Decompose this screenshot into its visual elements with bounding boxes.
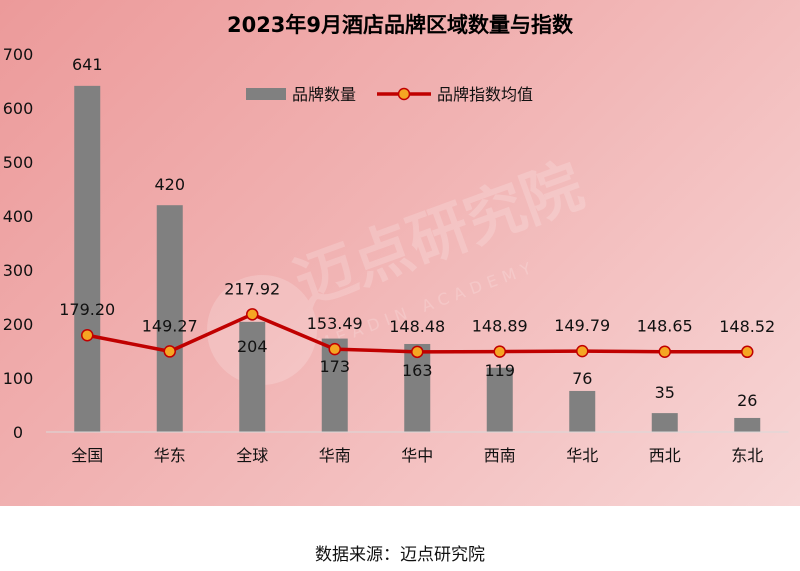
y-tick-label: 100 (3, 369, 34, 388)
bar-value-label: 26 (737, 391, 757, 410)
line-value-label: 148.48 (389, 317, 445, 336)
line-point (658, 345, 671, 358)
bar-value-label: 173 (319, 357, 350, 376)
line-value-label: 149.79 (554, 316, 610, 335)
index-line: 179.20 149.27 217.92 153.49 148.48 148.89 149.… (59, 279, 775, 359)
line-value-label: 153.49 (307, 314, 363, 333)
y-tick-label: 700 (3, 45, 34, 64)
bar (239, 321, 266, 432)
line-point (576, 344, 589, 358)
bar-value-label: 641 (72, 55, 103, 74)
y-tick-label: 400 (3, 207, 34, 226)
line-value-label: 148.52 (719, 317, 775, 336)
legend-label-bar: 品牌数量 (292, 85, 356, 104)
bar-value-label: 420 (154, 175, 185, 194)
legend: 品牌数量 品牌指数均值 (246, 85, 533, 104)
bar (74, 85, 101, 433)
line-point (246, 308, 259, 321)
x-axis: 全国 华东 全球 华南 华中 西南 华北 西北 东北 (46, 431, 789, 465)
line-point (163, 345, 176, 358)
legend-swatch-marker (397, 87, 411, 101)
x-tick-label: 西南 (484, 446, 516, 465)
x-tick-label: 东北 (731, 446, 763, 465)
line-point (81, 328, 94, 342)
x-tick-label: 华北 (566, 446, 598, 465)
x-tick-label: 华中 (401, 446, 433, 465)
line-point (741, 345, 754, 359)
x-tick-label: 全球 (236, 446, 268, 465)
bar-value-label: 76 (572, 369, 592, 388)
line-value-label: 217.92 (224, 279, 280, 298)
bar (156, 205, 183, 432)
x-tick-label: 西北 (649, 446, 681, 465)
legend-swatch-bar (246, 88, 286, 100)
y-tick-label: 300 (3, 261, 34, 280)
y-tick-label: 600 (3, 99, 34, 118)
bar (569, 390, 596, 432)
line-point (493, 345, 506, 358)
data-source: 数据来源：迈点研究院 (315, 545, 485, 565)
y-axis: 0 100 200 300 400 500 600 700 (3, 45, 34, 442)
chart: 迈点研究院 MEADIN ACADEMY 2023年9月酒店品牌区域数量与指数 … (3, 13, 789, 465)
legend-label-line: 品牌指数均值 (437, 85, 533, 104)
y-tick-label: 0 (13, 423, 23, 442)
line-value-label: 148.65 (637, 317, 693, 336)
bars: 641 420 204 173 163 119 76 35 26 (72, 55, 761, 433)
bar-value-label: 35 (655, 383, 675, 402)
bar (651, 413, 678, 432)
y-tick-label: 500 (3, 153, 34, 172)
bar-value-label: 163 (402, 361, 433, 380)
bar-value-label: 204 (237, 337, 268, 356)
y-tick-label: 200 (3, 315, 34, 334)
bar-value-label: 119 (484, 361, 515, 380)
line-point (328, 342, 341, 356)
x-tick-label: 全国 (71, 446, 103, 465)
x-tick-label: 华南 (319, 446, 351, 465)
bar (734, 417, 761, 432)
line-value-label: 179.20 (59, 300, 115, 319)
x-tick-label: 华东 (154, 446, 186, 465)
bar (404, 343, 431, 432)
bar (486, 367, 513, 432)
chart-title: 2023年9月酒店品牌区域数量与指数 (227, 13, 574, 37)
line-value-label: 148.89 (472, 317, 528, 336)
line-point (411, 345, 424, 359)
line-value-label: 149.27 (142, 316, 198, 335)
